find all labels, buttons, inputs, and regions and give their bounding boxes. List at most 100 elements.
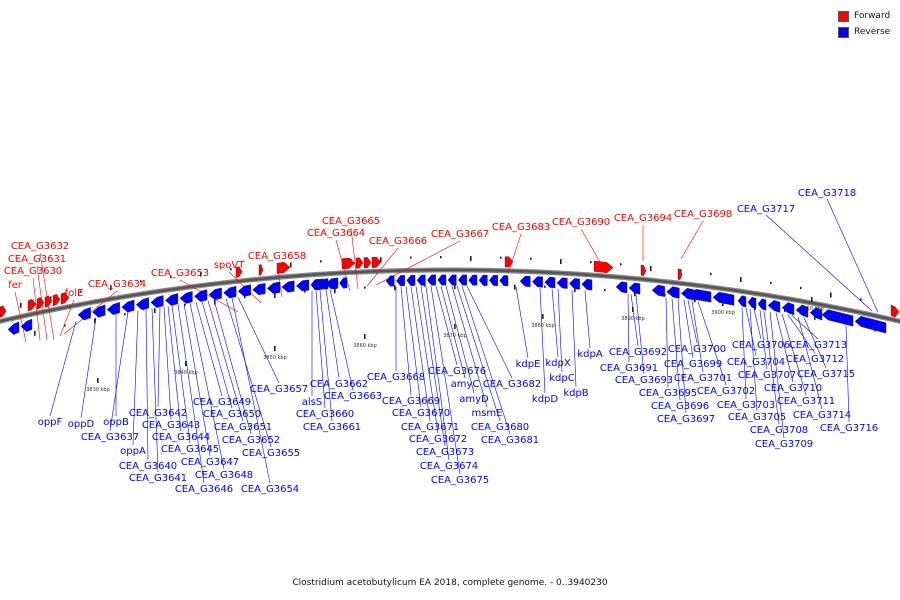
gene-label-cea-g3691: CEA_G3691 <box>600 363 658 374</box>
gene-label-cea-g3634: CEA_G3634 <box>88 279 146 290</box>
gene-leader-cea-g3631 <box>36 265 48 341</box>
gene-label-cea-g3692: CEA_G3692 <box>609 347 667 358</box>
gene-leader-oppd <box>80 317 97 419</box>
reverse-gene-arrow <box>478 274 488 286</box>
gene-label-cea-g3651: CEA_G3651 <box>214 422 272 433</box>
gene-leader-amyd <box>445 285 475 394</box>
reverse-gene-arrow <box>223 286 237 299</box>
gene-label-cea-g3698: CEA_G3698 <box>674 209 732 220</box>
reverse-gene-arrow <box>339 277 348 289</box>
gene-label-cea-g3718: CEA_G3718 <box>798 188 856 199</box>
gene-label-kdpb: kdpB <box>563 388 588 399</box>
gene-leader-kdpb <box>571 289 577 388</box>
gene-label-cea-g3662: CEA_G3662 <box>310 379 368 390</box>
gene-leader-cea-g3640 <box>145 309 149 461</box>
legend-forward-label: Forward <box>854 11 891 21</box>
forward-gene-arrow <box>27 298 37 312</box>
reverse-gene-arrow <box>20 318 33 332</box>
axis-tick <box>740 277 742 283</box>
reverse-gene-arrow <box>795 304 809 318</box>
reverse-gene-arrow <box>468 274 478 286</box>
gene-label-cea-g3711: CEA_G3711 <box>777 396 835 407</box>
gene-leader-cea-g3691 <box>627 293 630 363</box>
gene-label-cea-g3653: CEA_G3653 <box>151 268 209 279</box>
gene-leader-cea-g3647 <box>183 303 211 457</box>
axis-tick <box>830 292 832 298</box>
gene-leader-cea-g3660 <box>315 290 326 409</box>
gene-label-cea-g3666: CEA_G3666 <box>369 236 427 247</box>
forward-gene-arrow <box>363 257 372 269</box>
gene-leader-cea-g3696 <box>671 298 681 401</box>
axis-tick <box>170 275 172 278</box>
gene-label-cea-g3706: CEA_G3706 <box>732 340 790 351</box>
axis-tick <box>290 262 292 268</box>
gene-leader-cea-g3670 <box>405 286 422 408</box>
gene-label-cea-g3696: CEA_G3696 <box>651 401 709 412</box>
forward-gene-arrow <box>890 304 900 318</box>
axis-tick <box>20 302 22 308</box>
gene-label-cea-g3657: CEA_G3657 <box>250 384 308 395</box>
gene-leader-cea-g3718 <box>826 198 879 313</box>
gene-leader-cea-g3676 <box>435 285 458 366</box>
forward-gene-arrow <box>341 257 356 270</box>
gene-label-cea-g3642: CEA_G3642 <box>129 408 187 419</box>
gene-leader-oppa <box>132 310 139 446</box>
gene-label-cea-g3712: CEA_G3712 <box>786 354 844 365</box>
axis-tick <box>680 269 682 272</box>
axis-tick <box>154 308 156 314</box>
gene-label-alss: alsS <box>302 397 322 408</box>
reverse-gene-arrow <box>150 295 164 308</box>
gene-leader-cea-g3717 <box>765 214 873 312</box>
axis-tick <box>470 256 472 262</box>
gene-label-cea-g3675: CEA_G3675 <box>431 475 489 486</box>
gene-label-oppb: oppB <box>103 417 129 428</box>
gene-leader-kdpx <box>551 288 559 358</box>
axis-tick <box>650 266 652 272</box>
axis-tick <box>454 284 456 290</box>
gene-label-cea-g3672: CEA_G3672 <box>409 434 467 445</box>
reverse-gene-arrow <box>164 293 179 306</box>
reverse-gene-arrow <box>809 307 823 321</box>
axis-tick <box>110 285 112 291</box>
gene-label-cea-g3664: CEA_G3664 <box>307 228 365 239</box>
forward-gene-arrow <box>593 260 614 274</box>
scale-label-3840-kbp: 3840 kbp <box>174 370 198 376</box>
forward-gene-arrow <box>276 261 291 274</box>
gene-leader-fole <box>59 299 75 337</box>
gene-leader-cea-g3712 <box>787 314 816 354</box>
gene-leader-cea-g3715 <box>803 317 827 369</box>
gene-label-kdpe: kdpE <box>516 359 541 370</box>
gene-leader-cea-g3710 <box>775 312 794 383</box>
gene-leader-cea-g3657 <box>237 297 280 384</box>
gene-leader-cea-g3704 <box>745 307 757 357</box>
gene-label-cea-g3646: CEA_G3646 <box>175 484 233 495</box>
gene-label-cea-g3714: CEA_G3714 <box>793 410 851 421</box>
gene-leader-cea-g3699 <box>683 299 694 359</box>
gene-leader-cea-g3705 <box>749 308 758 412</box>
reverse-gene-arrow <box>281 280 295 293</box>
gene-leader-cea-g3690 <box>580 228 601 263</box>
gene-label-cea-g3661: CEA_G3661 <box>303 422 361 433</box>
gene-leader-cea-g3645 <box>171 305 191 444</box>
reverse-gene-arrow <box>92 304 106 318</box>
gene-label-cea-g3637: CEA_G3637 <box>81 432 139 443</box>
scale-tick <box>542 314 544 319</box>
gene-leader-cea-g3662 <box>325 289 340 379</box>
reverse-gene-arrow <box>532 276 543 288</box>
axis-tick <box>320 260 322 263</box>
reverse-gene-arrow <box>747 296 757 309</box>
gene-label-cea-g3630: CEA_G3630 <box>4 266 62 277</box>
gene-leader-cea-g3642 <box>157 307 161 408</box>
axis-tick <box>620 263 622 266</box>
reverse-gene-arrow <box>544 276 556 289</box>
reverse-gene-arrow <box>680 287 695 301</box>
reverse-gene-arrow <box>556 277 568 289</box>
reverse-gene-arrow <box>329 277 338 290</box>
axis-tick <box>380 257 382 263</box>
gene-leader-cea-g3714 <box>797 316 823 410</box>
gene-label-cea-g3649: CEA_G3649 <box>193 397 251 408</box>
gene-label-cea-g3697: CEA_G3697 <box>657 414 715 425</box>
reverse-gene-arrow <box>854 315 887 334</box>
forward-gene-arrow <box>0 305 7 318</box>
reverse-gene-arrow <box>615 281 628 294</box>
